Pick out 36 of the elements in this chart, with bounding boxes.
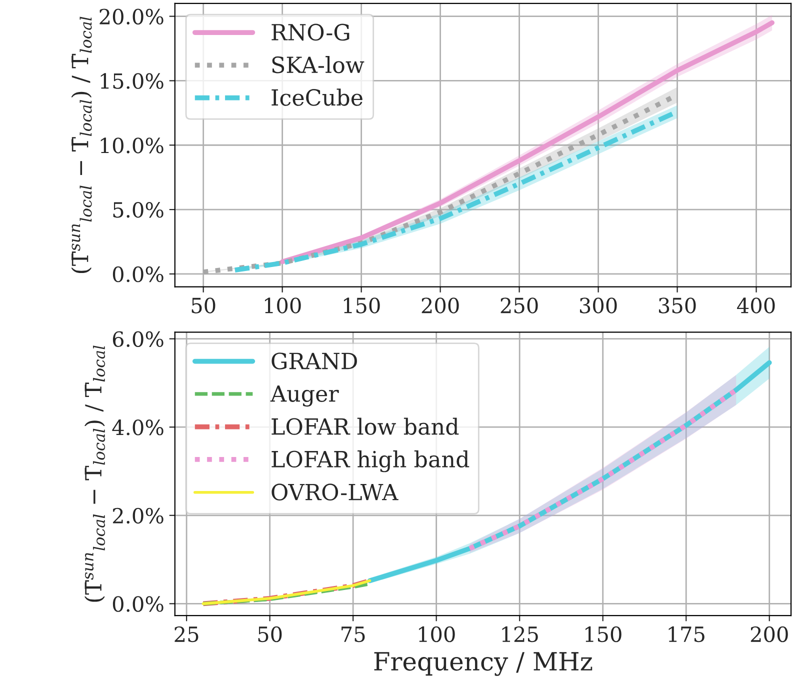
legend-label: LOFAR low band	[272, 418, 459, 435]
x-axis-title: Frequency / MHz	[374, 652, 592, 676]
x-tick-label: 25	[174, 626, 198, 642]
legend-label: RNO-G	[272, 24, 350, 41]
x-tick-label: 50	[192, 298, 216, 314]
legend-label: Auger	[270, 385, 339, 407]
y-tick-label: 4.0%	[112, 420, 164, 436]
x-tick-label: 75	[342, 626, 365, 642]
y-tick-label: 15.0%	[100, 73, 164, 89]
y-tick-label: 0.0%	[112, 266, 164, 282]
x-tick-label: 200	[422, 298, 459, 314]
legend-label: LOFAR high band	[272, 450, 470, 472]
x-tick-label: 125	[502, 626, 538, 642]
legend-label: IceCube	[272, 88, 362, 106]
legend-label: GRAND	[272, 352, 357, 370]
y-tick-label: 2.0%	[112, 508, 164, 524]
y-axis-title: (T̄$^{sun}$$_{local}$ − T̄$_{local}$) / T̄$_{local}$	[71, 16, 92, 274]
legend-label: OVRO-LWA	[272, 484, 398, 500]
y-tick-label: 10.0%	[100, 138, 164, 154]
y-tick-label: 6.0%	[112, 331, 164, 348]
x-tick-label: 150	[586, 626, 622, 642]
y-axis-title: (T̄$^{sun}$$_{local}$ − T̄$_{local}$) / T̄$_{local}$	[84, 346, 106, 602]
x-tick-label: 300	[580, 298, 617, 314]
x-tick-label: 150	[344, 298, 380, 314]
x-tick-label: 400	[737, 298, 775, 314]
x-tick-label: 250	[500, 298, 538, 314]
x-tick-label: 100	[418, 626, 455, 642]
x-tick-label: 200	[750, 626, 788, 642]
x-tick-label: 350	[658, 298, 696, 314]
x-tick-label: 100	[264, 298, 301, 314]
x-tick-label: 50	[258, 626, 282, 642]
y-tick-label: 0.0%	[112, 596, 164, 612]
y-tick-label: 5.0%	[113, 202, 164, 218]
y-tick-label: 20.0%	[100, 8, 164, 25]
x-tick-label: 175	[668, 626, 704, 642]
legend-label: SKA-low	[272, 56, 364, 74]
